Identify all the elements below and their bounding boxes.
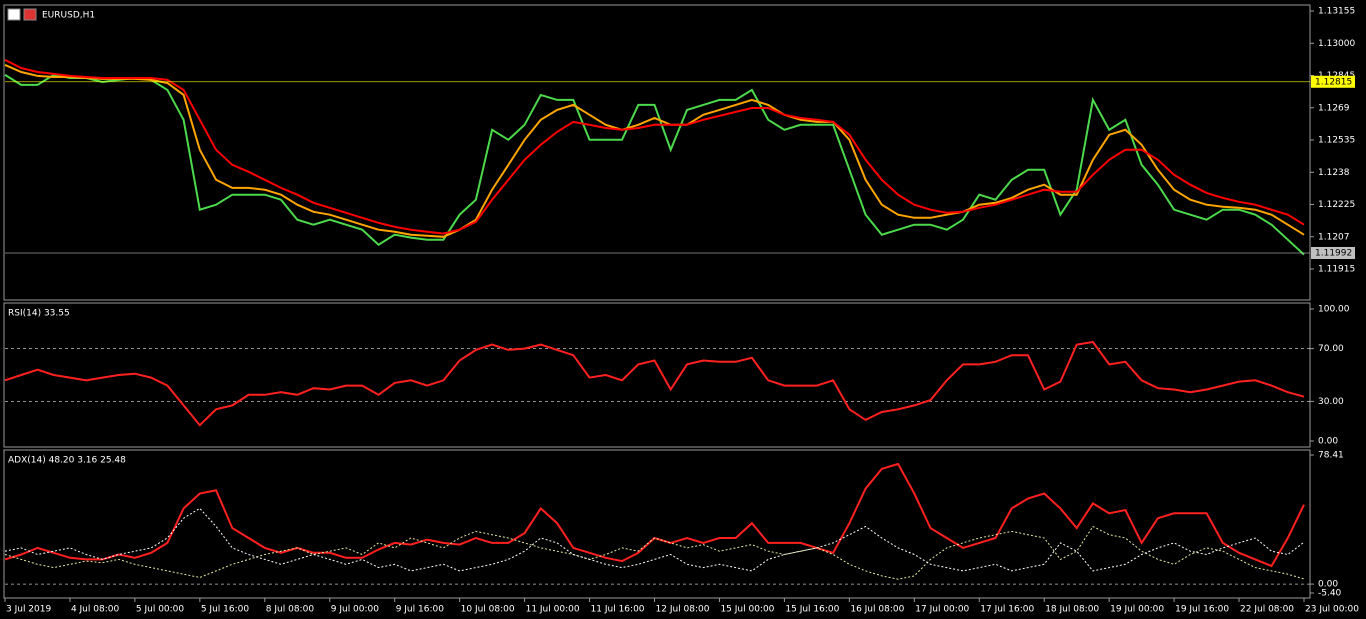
- x-tick-label: 4 Jul 08:00: [71, 605, 120, 615]
- price-marker: [1311, 75, 1355, 88]
- y-tick-label: 100.00: [1318, 305, 1350, 315]
- x-tick-label: 16 Jul 08:00: [850, 605, 904, 615]
- x-tick-label: 12 Jul 08:00: [656, 605, 710, 615]
- chart-icon: [7, 8, 21, 21]
- x-tick-label: 3 Jul 2019: [6, 605, 51, 615]
- x-tick-label: 11 Jul 00:00: [526, 605, 580, 615]
- series-line: [4, 507, 1305, 572]
- y-tick-label: -5.40: [1318, 588, 1342, 598]
- x-tick-label: 15 Jul 16:00: [785, 605, 839, 615]
- y-tick-label: 1.11915: [1318, 265, 1355, 275]
- x-tick-label: 5 Jul 16:00: [201, 605, 250, 615]
- x-tick-label: 10 Jul 08:00: [461, 605, 515, 615]
- panel-frame: [3, 449, 1311, 599]
- y-tick-label: 1.1238: [1318, 168, 1350, 178]
- series-line: [4, 63, 1305, 238]
- x-tick-label: 9 Jul 16:00: [396, 605, 445, 615]
- panel-title: RSI(14) 33.55: [8, 309, 70, 319]
- y-tick-label: 70.00: [1318, 344, 1344, 354]
- y-tick-label: 1.1269: [1318, 103, 1350, 113]
- y-tick-label: 0.00: [1318, 436, 1338, 446]
- panel-title: ADX(14) 48.20 3.16 25.48: [8, 456, 126, 466]
- x-tick-label: 11 Jul 16:00: [591, 605, 645, 615]
- x-tick-label: 17 Jul 16:00: [980, 605, 1034, 615]
- y-tick-label: 1.1207: [1318, 232, 1350, 242]
- x-tick-label: 8 Jul 08:00: [266, 605, 315, 615]
- series-line: [4, 59, 1305, 235]
- y-tick-label: 1.12225: [1318, 200, 1355, 210]
- x-tick-label: 5 Jul 00:00: [136, 605, 185, 615]
- y-tick-label: 1.13000: [1318, 39, 1355, 49]
- panel-frame: [3, 302, 1311, 448]
- series-line: [4, 340, 1305, 427]
- panel-frame: [3, 4, 1311, 301]
- x-tick-label: 19 Jul 00:00: [1110, 605, 1164, 615]
- y-tick-label: 0.00: [1318, 580, 1338, 590]
- x-tick-label: 22 Jul 08:00: [1240, 605, 1294, 615]
- x-tick-label: 19 Jul 16:00: [1175, 605, 1229, 615]
- x-tick-label: 9 Jul 00:00: [331, 605, 380, 615]
- x-tick-label: 23 Jul 00:00: [1305, 605, 1359, 615]
- y-tick-label: 1.13155: [1318, 7, 1355, 17]
- y-tick-label: 30.00: [1318, 397, 1344, 407]
- panel-title: EURUSD,H1: [42, 11, 95, 21]
- x-tick-label: 15 Jul 00:00: [720, 605, 774, 615]
- y-tick-label: 78.41: [1318, 451, 1344, 461]
- series-line: [4, 525, 1305, 580]
- y-tick-label: 1.12535: [1318, 136, 1355, 146]
- price-marker-label: 1.11992: [1315, 248, 1352, 258]
- x-tick-label: 18 Jul 08:00: [1045, 605, 1099, 615]
- x-tick-label: 17 Jul 00:00: [915, 605, 969, 615]
- series-line: [4, 73, 1305, 256]
- price-marker: [1311, 246, 1355, 259]
- chart-icon: [23, 8, 37, 21]
- price-marker-label: 1.12815: [1315, 77, 1352, 87]
